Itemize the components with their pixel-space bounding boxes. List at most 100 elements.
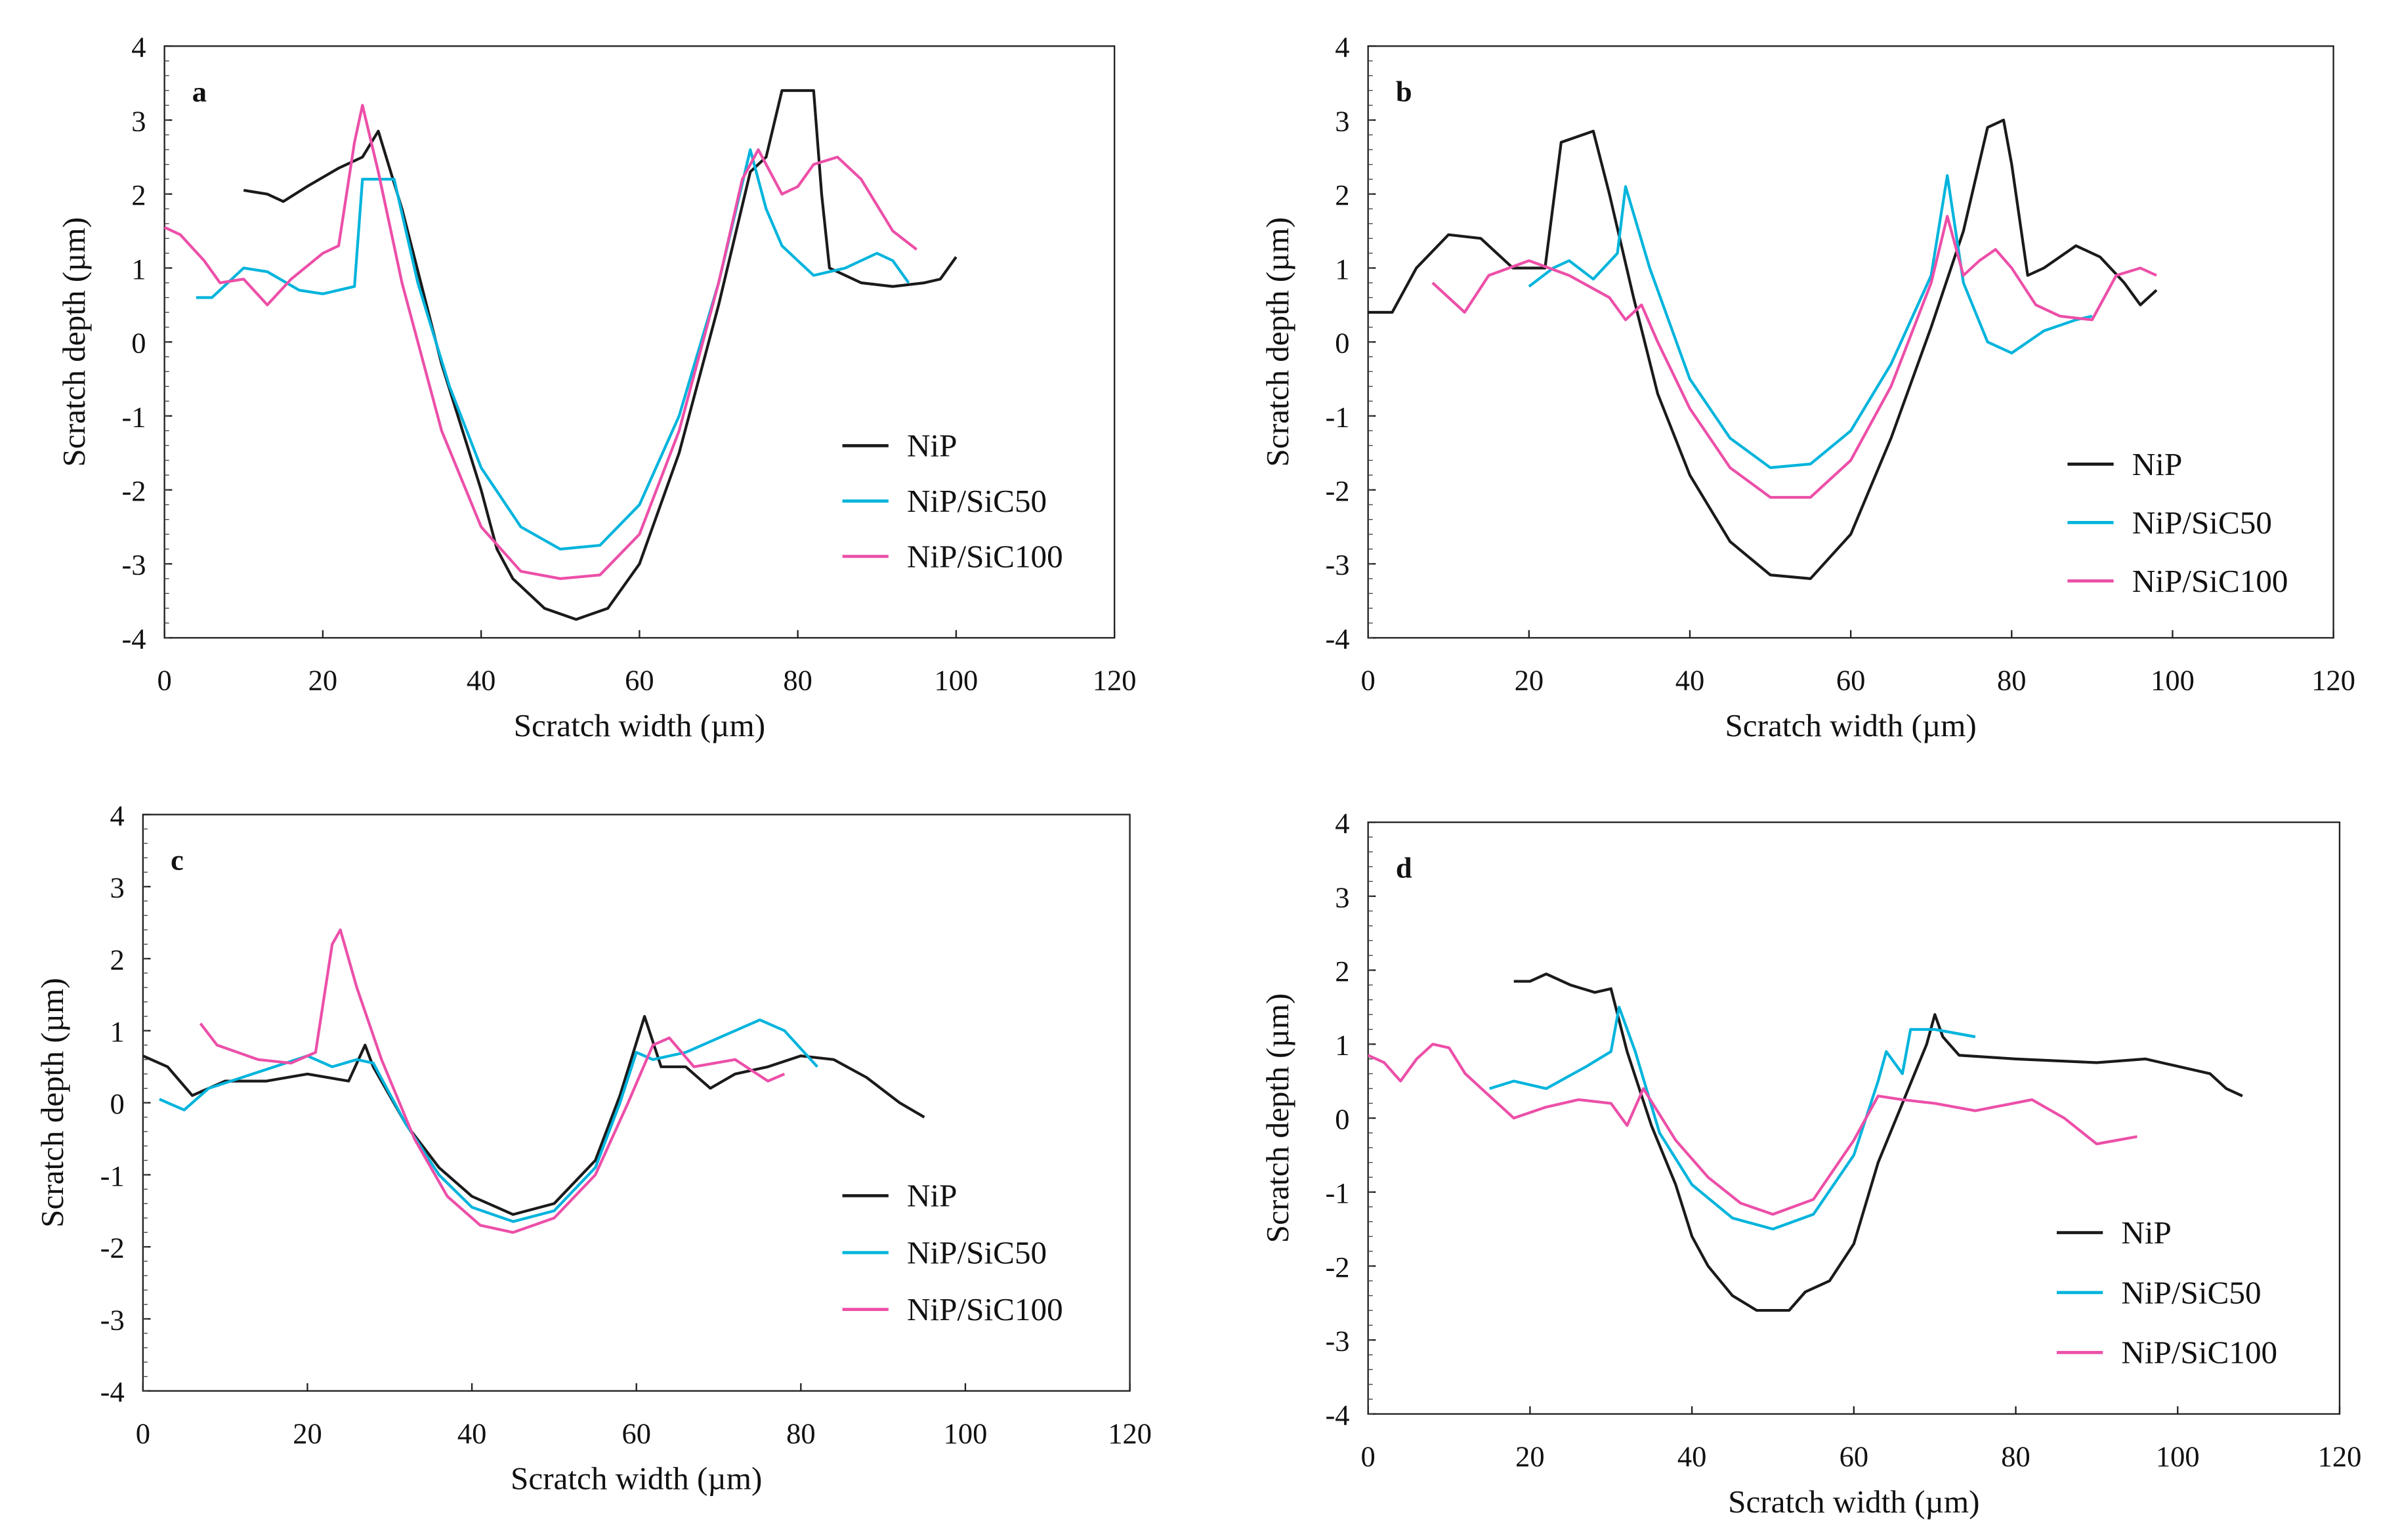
y-tick-label: 2 xyxy=(110,943,124,976)
chart-panel-d: 0 20 40 60 80 100 120 4 3 2 1 0 -1 -2 -3 -4 Scratch widt… xyxy=(1259,807,2362,1520)
series-line-nip-sic50 xyxy=(159,1018,818,1223)
x-axis-label: Scratch width (µm) xyxy=(1725,707,1976,743)
x-tick-label: 0 xyxy=(136,1417,150,1449)
legend-label: NiP/SiC100 xyxy=(2121,1335,2277,1371)
x-tick-label: 20 xyxy=(293,1417,322,1449)
y-tick-label: 2 xyxy=(131,178,146,211)
series-line-nip xyxy=(142,1014,925,1217)
x-tick-label: 80 xyxy=(1997,664,2027,697)
x-tick-label: 120 xyxy=(1093,664,1137,697)
x-tick-label: 40 xyxy=(467,664,495,697)
x-tick-label: 120 xyxy=(1108,1417,1152,1449)
y-tick-label: -1 xyxy=(121,400,146,433)
y-tick-label: 0 xyxy=(1335,1102,1349,1135)
series-line-nip xyxy=(243,89,957,621)
x-tick-label: 60 xyxy=(621,1417,651,1449)
x-tick-label: 80 xyxy=(783,664,812,697)
x-tick-label: 60 xyxy=(625,664,654,697)
panel-label: c xyxy=(171,844,184,877)
series-line-nip-sic100 xyxy=(1431,215,2157,499)
legend-label: NiP/SiC50 xyxy=(2121,1274,2261,1310)
x-tick-label: 20 xyxy=(1515,664,1544,697)
chart-panel-b: 0 20 40 60 80 100 120 4 3 2 1 0 -1 -2 -3 -4 Scratch widt… xyxy=(1259,31,2355,743)
y-axis-label: Scratch depth (µm) xyxy=(1259,217,1295,467)
y-tick-label: 4 xyxy=(1335,31,1349,64)
legend-label: NiP/SiC50 xyxy=(907,1234,1047,1270)
y-tick-label: -1 xyxy=(100,1159,125,1192)
y-tick-label: 4 xyxy=(1335,807,1349,840)
x-tick-label: 120 xyxy=(2311,664,2355,697)
panel-label: d xyxy=(1396,851,1412,884)
x-tick-label: 60 xyxy=(1836,664,1866,697)
x-tick-label: 40 xyxy=(1675,664,1705,697)
x-tick-label: 20 xyxy=(1515,1440,1545,1473)
x-tick-label: 0 xyxy=(1361,1440,1376,1473)
y-tick-label: -3 xyxy=(121,549,146,581)
panel-label: a xyxy=(192,75,207,108)
x-tick-label: 40 xyxy=(457,1417,487,1449)
legend-label: NiP/SiC100 xyxy=(907,1291,1063,1327)
series-line-nip-sic50 xyxy=(196,148,910,551)
y-tick-label: 0 xyxy=(131,327,146,360)
x-tick-label: 80 xyxy=(786,1417,816,1449)
y-tick-label: -2 xyxy=(121,474,146,507)
x-tick-label: 0 xyxy=(1361,664,1376,697)
y-tick-label: -3 xyxy=(1325,549,1349,581)
x-axis-label: Scratch width (µm) xyxy=(511,1461,762,1497)
x-tick-label: 120 xyxy=(2318,1440,2362,1473)
x-tick-label: 100 xyxy=(2156,1440,2200,1473)
x-axis-label: Scratch width (µm) xyxy=(1728,1484,1979,1520)
y-tick-label: 1 xyxy=(1335,1029,1349,1062)
y-tick-label: -2 xyxy=(1325,1251,1349,1283)
y-tick-label: 3 xyxy=(1335,104,1349,137)
legend-label: NiP xyxy=(907,1178,957,1214)
series-line-nip-sic50 xyxy=(1489,1005,1976,1231)
plot-frame xyxy=(1367,45,2334,639)
x-tick-label: 0 xyxy=(158,664,172,697)
y-tick-label: -4 xyxy=(100,1375,125,1408)
y-tick-label: -3 xyxy=(100,1303,125,1336)
y-tick-label: -1 xyxy=(1325,1176,1349,1209)
y-tick-label: 4 xyxy=(131,31,146,64)
y-tick-label: 3 xyxy=(1335,881,1349,913)
x-axis-label: Scratch width (µm) xyxy=(514,707,765,743)
y-tick-label: -2 xyxy=(100,1232,125,1264)
x-tick-label: 40 xyxy=(1677,1440,1707,1473)
y-tick-label: 4 xyxy=(110,799,124,832)
y-tick-label: 0 xyxy=(110,1087,124,1120)
y-tick-label: -3 xyxy=(1325,1325,1349,1358)
legend-label: NiP/SiC100 xyxy=(2132,563,2288,599)
y-tick-label: 3 xyxy=(110,871,124,904)
y-tick-label: -4 xyxy=(1325,1398,1349,1431)
legend-label: NiP xyxy=(907,428,957,464)
y-axis-label: Scratch depth (µm) xyxy=(56,217,92,467)
y-tick-label: 3 xyxy=(131,104,146,137)
series-line-nip xyxy=(1368,118,2158,580)
legend-label: NiP/SiC50 xyxy=(2132,505,2272,541)
y-axis-label: Scratch depth (µm) xyxy=(1259,993,1295,1243)
series-line-nip-sic100 xyxy=(199,928,786,1234)
y-tick-label: 0 xyxy=(1335,327,1349,360)
legend-label: NiP/SiC100 xyxy=(907,538,1063,574)
y-tick-label: 1 xyxy=(110,1015,124,1048)
x-tick-label: 80 xyxy=(2001,1440,2030,1473)
series-line-nip xyxy=(1513,972,2243,1312)
x-tick-label: 60 xyxy=(1840,1440,1869,1473)
series-line-nip-sic50 xyxy=(1528,174,2093,469)
y-tick-label: -4 xyxy=(1325,622,1349,655)
chart-panel-a: 0 20 40 60 80 100 120 4 3 2 1 0 -1 -2 -3 -4 Scratch widt… xyxy=(56,31,1137,743)
y-tick-label: -2 xyxy=(1325,474,1349,507)
x-tick-label: 100 xyxy=(2151,664,2195,697)
series-line-nip-sic100 xyxy=(1367,1043,2137,1216)
series-line-nip-sic100 xyxy=(163,104,918,580)
legend-label: NiP xyxy=(2121,1215,2172,1251)
y-tick-label: 1 xyxy=(1335,253,1349,285)
y-tick-label: -4 xyxy=(121,622,146,655)
y-tick-label: -1 xyxy=(1325,400,1349,433)
legend-label: NiP/SiC50 xyxy=(907,483,1047,519)
y-tick-label: 1 xyxy=(131,253,146,285)
y-tick-label: 2 xyxy=(1335,178,1349,211)
x-tick-label: 100 xyxy=(944,1417,988,1449)
x-tick-label: 100 xyxy=(935,664,978,697)
